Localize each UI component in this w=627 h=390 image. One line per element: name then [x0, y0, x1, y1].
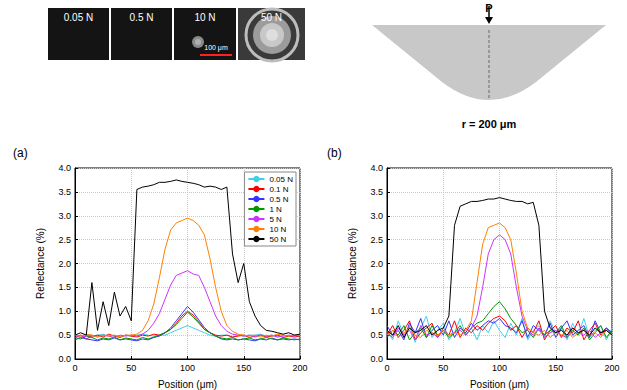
svg-text:r = 200 μm: r = 200 μm	[462, 118, 517, 130]
svg-text:4.0: 4.0	[370, 163, 383, 173]
svg-text:Position (μm): Position (μm)	[470, 379, 529, 390]
svg-text:0.05 N: 0.05 N	[64, 12, 93, 23]
svg-text:0.5: 0.5	[58, 330, 71, 340]
svg-text:0.5 N: 0.5 N	[269, 195, 288, 204]
svg-text:0: 0	[384, 363, 389, 373]
svg-text:1.0: 1.0	[370, 306, 383, 316]
svg-text:50 N: 50 N	[269, 235, 286, 244]
svg-text:50 N: 50 N	[261, 12, 282, 23]
svg-text:50: 50	[126, 363, 136, 373]
svg-text:3.0: 3.0	[58, 211, 71, 221]
svg-text:Position (μm): Position (μm)	[158, 379, 217, 390]
svg-text:1 N: 1 N	[269, 205, 282, 214]
svg-text:2.5: 2.5	[58, 235, 71, 245]
svg-text:50: 50	[438, 363, 448, 373]
svg-text:(b): (b)	[327, 146, 342, 160]
svg-text:5 N: 5 N	[269, 215, 282, 224]
svg-text:100: 100	[180, 363, 195, 373]
svg-text:0: 0	[72, 363, 77, 373]
svg-text:10 N: 10 N	[194, 12, 215, 23]
svg-text:0.0: 0.0	[58, 354, 71, 364]
svg-text:200: 200	[292, 363, 307, 373]
svg-text:2.5: 2.5	[370, 235, 383, 245]
svg-text:(a): (a)	[13, 146, 28, 160]
svg-text:Reflectance (%): Reflectance (%)	[35, 228, 46, 299]
svg-text:2.0: 2.0	[58, 259, 71, 269]
svg-text:0.0: 0.0	[370, 354, 383, 364]
svg-text:0.1 N: 0.1 N	[269, 185, 288, 194]
svg-text:P: P	[485, 2, 492, 14]
svg-text:1.0: 1.0	[58, 306, 71, 316]
svg-text:Reflectance (%): Reflectance (%)	[347, 228, 358, 299]
svg-text:3.0: 3.0	[370, 211, 383, 221]
svg-text:2.0: 2.0	[370, 259, 383, 269]
svg-text:1.5: 1.5	[370, 282, 383, 292]
svg-text:0.5: 0.5	[370, 330, 383, 340]
svg-text:100 μm: 100 μm	[204, 44, 228, 52]
svg-text:4.0: 4.0	[58, 163, 71, 173]
svg-text:3.5: 3.5	[58, 187, 71, 197]
svg-text:1.5: 1.5	[58, 282, 71, 292]
svg-text:10 N: 10 N	[269, 225, 286, 234]
svg-text:100: 100	[492, 363, 507, 373]
svg-text:200: 200	[604, 363, 619, 373]
svg-text:3.5: 3.5	[370, 187, 383, 197]
svg-text:0.5 N: 0.5 N	[130, 12, 154, 23]
svg-text:0.05 N: 0.05 N	[269, 175, 293, 184]
svg-text:150: 150	[236, 363, 251, 373]
svg-text:150: 150	[548, 363, 563, 373]
